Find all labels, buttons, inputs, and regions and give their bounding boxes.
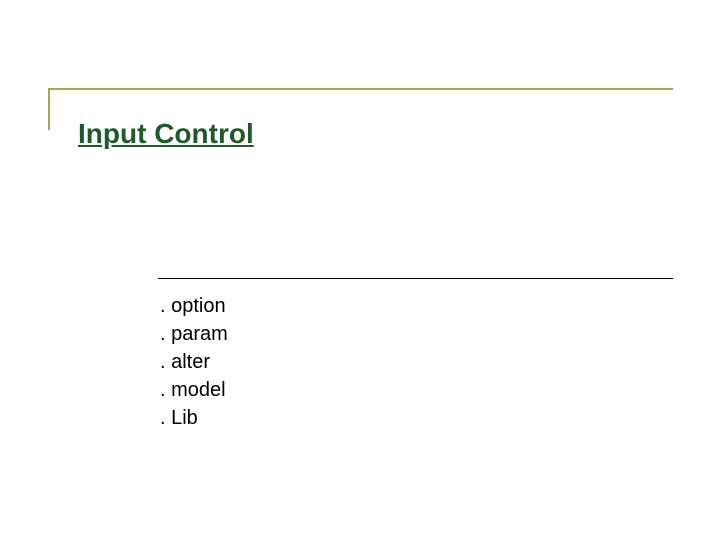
list-item: . model (160, 376, 228, 404)
list-item: . Lib (160, 404, 228, 432)
slide-title: Input Control (78, 118, 254, 150)
top-horizontal-rule (48, 88, 673, 90)
directive-list: . option . param . alter . model . Lib (160, 292, 228, 432)
left-vertical-accent (48, 90, 50, 130)
list-item: . param (160, 320, 228, 348)
list-item: . alter (160, 348, 228, 376)
content-horizontal-rule (158, 278, 673, 279)
list-item: . option (160, 292, 228, 320)
slide: Input Control . option . param . alter .… (0, 0, 720, 540)
